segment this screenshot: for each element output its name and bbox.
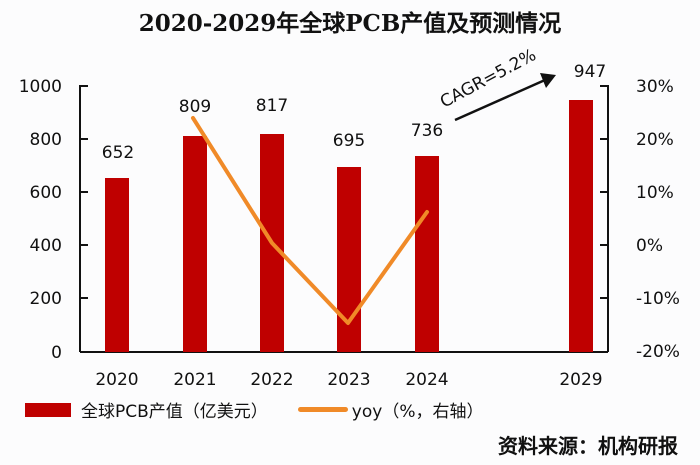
svg-text:2022: 2022: [250, 370, 293, 390]
source-note: 资料来源：机构研报: [498, 434, 678, 458]
svg-text:1000: 1000: [19, 77, 62, 97]
svg-text:736: 736: [411, 121, 443, 141]
svg-text:695: 695: [333, 131, 365, 151]
svg-text:200: 200: [30, 289, 62, 309]
bar-2021: [183, 136, 207, 352]
svg-text:20%: 20%: [636, 130, 674, 150]
svg-text:817: 817: [256, 96, 288, 116]
svg-text:2024: 2024: [405, 370, 448, 390]
svg-text:2020: 2020: [95, 370, 138, 390]
svg-text:30%: 30%: [636, 77, 674, 97]
legend-line-label: yoy（%，右轴）: [351, 402, 484, 422]
right-ticks: 30% 20% 10% 0% -10% -20%: [600, 77, 680, 362]
legend-line-swatch: [297, 407, 348, 412]
legend: 全球PCB产值（亿美元） yoy（%，右轴）: [25, 397, 483, 422]
svg-text:600: 600: [30, 183, 62, 203]
yoy-line: [191, 116, 429, 325]
svg-text:2021: 2021: [173, 370, 216, 390]
svg-text:947: 947: [574, 62, 606, 82]
svg-text:CAGR=5.2%: CAGR=5.2%: [437, 45, 540, 112]
legend-bar-label: 全球PCB产值（亿美元）: [81, 402, 268, 422]
svg-text:-20%: -20%: [636, 342, 680, 362]
svg-text:0%: 0%: [636, 236, 663, 256]
cagr-annotation: CAGR=5.2%: [437, 45, 556, 122]
x-axis-labels: 2020 2021 2022 2023 2024 2029: [95, 370, 602, 390]
svg-text:809: 809: [179, 97, 211, 117]
bar-value-labels: 652 809 817 695 736 947: [102, 62, 606, 163]
chart-title: 2020-2029年全球PCB产值及预测情况: [138, 10, 562, 37]
svg-text:652: 652: [102, 143, 134, 163]
svg-text:-10%: -10%: [636, 289, 680, 309]
left-ticks: 1000 800 600 400 200 0: [19, 77, 88, 363]
bar-2029: [569, 100, 593, 352]
bar-2024: [415, 156, 439, 352]
svg-text:2023: 2023: [327, 370, 370, 390]
legend-bar-swatch: [25, 402, 71, 417]
svg-text:800: 800: [30, 130, 62, 150]
svg-text:10%: 10%: [636, 183, 674, 203]
svg-text:2029: 2029: [559, 370, 602, 390]
svg-text:0: 0: [51, 343, 62, 363]
bars: [105, 100, 593, 352]
bar-2020: [105, 178, 129, 352]
svg-text:400: 400: [30, 236, 62, 256]
